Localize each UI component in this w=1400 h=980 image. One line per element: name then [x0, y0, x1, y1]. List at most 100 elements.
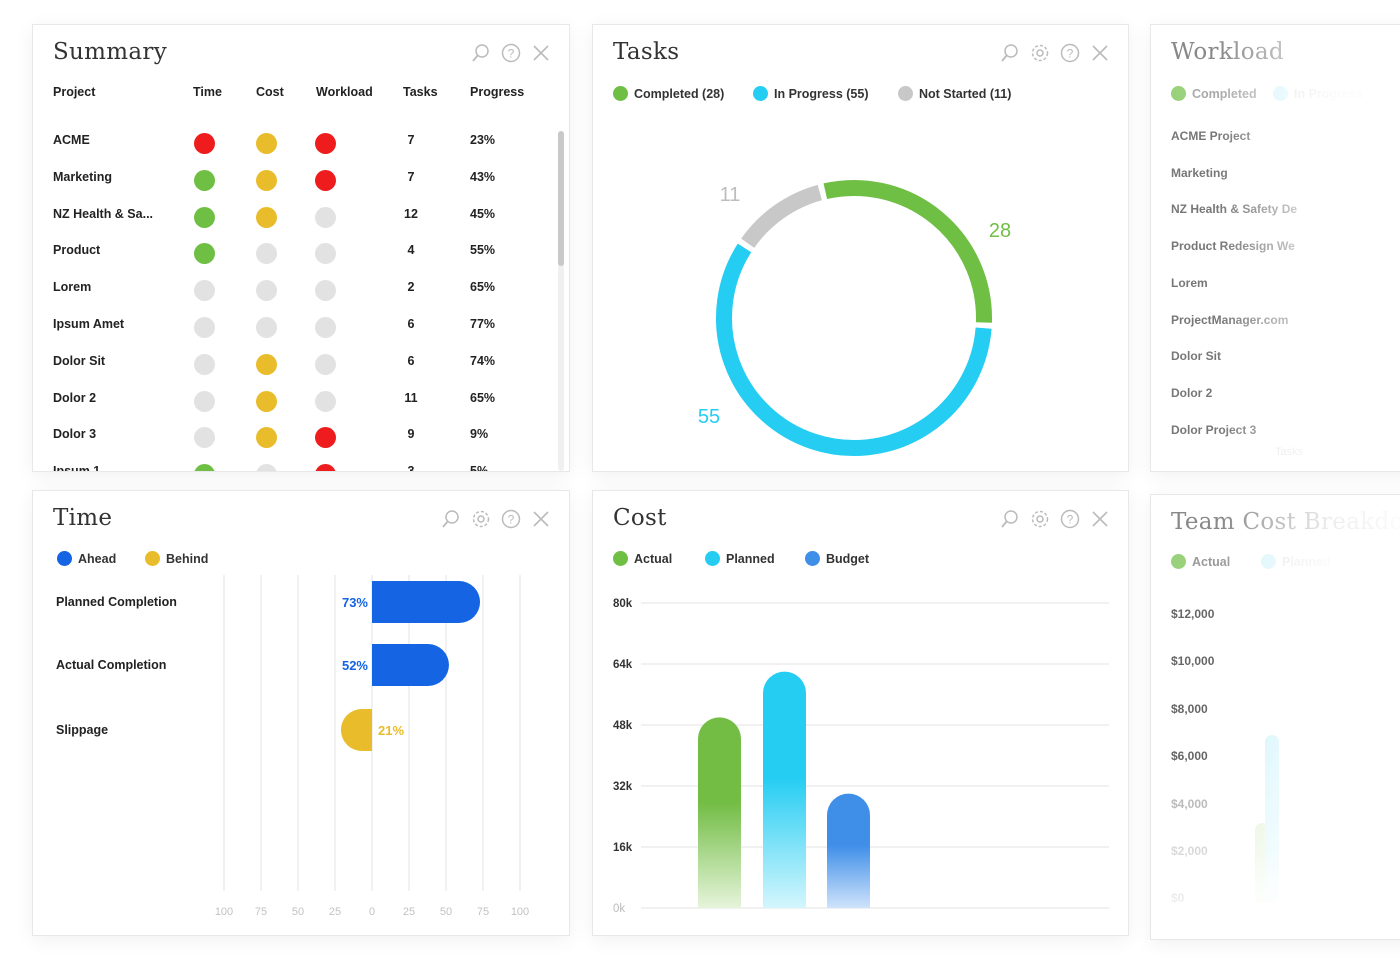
search-icon[interactable]	[441, 509, 461, 529]
close-icon[interactable]	[1090, 43, 1110, 63]
bar-planned	[1265, 735, 1279, 903]
time-status-dot	[194, 243, 215, 265]
legend-item[interactable]: Ahead	[57, 551, 116, 566]
legend-item[interactable]: In Progress (55)	[753, 86, 868, 101]
progress-value: 5%	[470, 464, 489, 472]
time-status-dot	[194, 133, 215, 154]
panel-title: Workload	[1171, 39, 1284, 65]
cost-bar-chart: 0k 16k 32k 48k 64k 80k	[613, 598, 1109, 915]
legend-swatch	[1171, 554, 1186, 569]
column-header: Progress	[470, 85, 525, 99]
project-name: Ipsum Amet	[53, 317, 125, 331]
bar-actual	[698, 717, 741, 908]
bar	[372, 644, 449, 686]
cost-status-dot	[256, 243, 277, 265]
help-icon[interactable]: ?	[1060, 509, 1080, 529]
donut-label-in-progress: 55	[698, 406, 720, 428]
legend-item[interactable]: Not Started (11)	[898, 86, 1011, 101]
workload-row-label: Marketing	[1171, 165, 1228, 180]
task-count: 9	[407, 427, 415, 442]
x-tick-label: 75	[255, 906, 267, 918]
project-name: Ipsum 1	[53, 464, 101, 472]
scrollbar[interactable]	[558, 131, 564, 471]
time-status-dot	[194, 169, 215, 191]
data-label: 52%	[342, 658, 368, 673]
close-icon[interactable]	[531, 509, 551, 529]
y-tick-label: $6,000	[1171, 749, 1208, 764]
search-icon[interactable]	[471, 43, 491, 63]
x-tick-label: 100	[215, 906, 233, 918]
scrollbar-thumb[interactable]	[558, 131, 564, 266]
table-row[interactable]: Ipsum 1 3 5%	[33, 460, 563, 472]
data-label: 73%	[342, 595, 368, 610]
close-icon[interactable]	[531, 43, 551, 63]
task-count: 3	[407, 464, 415, 472]
workload-status-dot	[315, 390, 336, 412]
table-row[interactable]: Marketing 7 43%	[33, 166, 563, 203]
column-header: Time	[193, 85, 222, 99]
donut-segment-in-progress	[716, 243, 992, 456]
table-row[interactable]: Dolor Sit 6 74%	[33, 350, 563, 387]
table-row[interactable]: Lorem 2 65%	[33, 276, 563, 313]
legend-item[interactable]: In Progress	[1273, 86, 1363, 101]
cost-status-dot	[256, 464, 277, 471]
legend-swatch	[753, 86, 768, 101]
legend-label: Completed (28)	[634, 86, 725, 101]
time-status-dot	[194, 317, 215, 338]
table-row[interactable]: Ipsum Amet 6 77%	[33, 313, 563, 350]
search-icon[interactable]	[1000, 509, 1020, 529]
x-tick-label: 25	[403, 906, 415, 918]
svg-text:?: ?	[1067, 47, 1074, 61]
legend-item[interactable]: Budget	[805, 551, 869, 566]
table-row[interactable]: Dolor 2 11 65%	[33, 387, 563, 424]
gear-icon[interactable]	[471, 509, 491, 529]
table-row[interactable]: Product 4 55%	[33, 239, 563, 276]
legend-item[interactable]: Completed (28)	[613, 86, 724, 101]
workload-status-dot	[315, 280, 336, 302]
panel-title: Cost	[613, 505, 667, 531]
svg-text:?: ?	[508, 513, 515, 527]
progress-value: 45%	[470, 206, 496, 221]
cost-status-dot	[256, 206, 277, 228]
search-icon[interactable]	[1000, 43, 1020, 63]
panel-toolbar: ?	[1000, 43, 1110, 63]
legend-item[interactable]: Actual	[1171, 554, 1230, 569]
legend-swatch	[613, 86, 628, 101]
legend-item[interactable]: Planned	[705, 551, 775, 566]
close-icon[interactable]	[1090, 509, 1110, 529]
help-icon[interactable]: ?	[1060, 43, 1080, 63]
legend-swatch	[1261, 554, 1276, 569]
task-count: 6	[407, 317, 415, 331]
cost-status-dot	[256, 133, 277, 154]
gear-icon[interactable]	[1030, 43, 1050, 63]
gear-icon[interactable]	[1030, 509, 1050, 529]
legend-item[interactable]: Planned	[1261, 554, 1331, 569]
progress-value: 43%	[470, 169, 496, 184]
table-row[interactable]: NZ Health & Sa... 12 45%	[33, 203, 563, 240]
legend-label: Actual	[634, 551, 673, 566]
project-name: Marketing	[53, 169, 113, 184]
workload-status-dot	[315, 353, 336, 375]
task-count: 11	[404, 390, 418, 405]
legend-item[interactable]: Actual	[613, 551, 672, 566]
cost-status-dot	[256, 427, 277, 449]
help-icon[interactable]: ?	[501, 509, 521, 529]
table-row[interactable]: ACME 7 23%	[33, 129, 563, 166]
category-label: Slippage	[56, 723, 108, 737]
donut-label-completed: 28	[989, 220, 1011, 242]
legend-item[interactable]: Behind	[145, 551, 208, 566]
project-name: NZ Health & Sa...	[53, 206, 154, 221]
y-tick-label: 48k	[613, 720, 633, 732]
project-name: Product	[53, 243, 101, 258]
legend-label: Behind	[166, 551, 209, 566]
table-row[interactable]: Dolor 3 9 9%	[33, 423, 563, 460]
help-icon[interactable]: ?	[501, 43, 521, 63]
progress-value: 77%	[470, 317, 496, 331]
table-header: Project Time Cost Workload Tasks Progres…	[33, 85, 569, 105]
legend-swatch	[898, 86, 913, 101]
summary-panel: Summary ? Project Time Cost Workload Tas…	[32, 24, 570, 472]
legend-item[interactable]: Completed	[1171, 86, 1257, 101]
progress-value: 65%	[470, 280, 496, 295]
legend-swatch	[805, 551, 820, 566]
task-count: 7	[407, 169, 415, 184]
